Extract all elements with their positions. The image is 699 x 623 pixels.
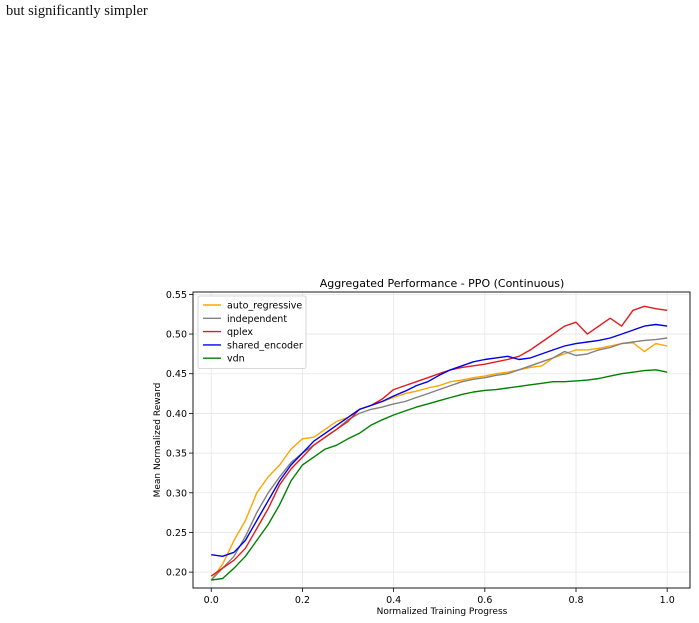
legend-entry: qplex <box>227 327 253 338</box>
chart-legend: auto_regressive independent qplex shared_en… <box>197 295 307 369</box>
y-tick-label: 0.40 <box>166 409 187 420</box>
series-line-qplex <box>210 305 668 577</box>
x-tick-label: 1.0 <box>660 595 675 606</box>
y-tick-label: 0.20 <box>166 568 187 579</box>
series-line-independent <box>210 337 668 581</box>
series-line-auto-regressive <box>210 342 668 581</box>
y-tick-label: 0.25 <box>166 528 187 539</box>
y-tick-label: 0.45 <box>166 369 187 380</box>
x-tick-label: 0.2 <box>295 595 310 606</box>
y-tick-label: 0.35 <box>166 449 187 460</box>
y-tick-label: 0.30 <box>166 488 187 499</box>
legend-entry: independent <box>227 314 287 325</box>
legend-box <box>197 295 307 369</box>
x-tick-label: 0.8 <box>568 595 583 606</box>
legend-entry: auto_regressive <box>227 301 302 312</box>
x-tick-label: 0.6 <box>477 595 492 606</box>
x-tick-label: 0.0 <box>204 595 219 606</box>
series-line-vdn <box>211 369 668 581</box>
legend-entry: vdn <box>227 354 245 365</box>
series-line-shared-encoder <box>211 323 668 557</box>
legend-entry: shared_encoder <box>227 340 303 351</box>
chart-title: Aggregated Performance - PPO (Continuous… <box>320 277 565 290</box>
y-tick-label: 0.50 <box>166 330 187 341</box>
plot-area-frame <box>192 291 691 589</box>
y-tick-label: 0.55 <box>166 290 187 301</box>
axis-ticks: 0.0 0.2 0.4 0.6 0.8 1.0 0.20 0.25 0.30 0.35 0.40 0.… <box>166 290 675 606</box>
x-tick-label: 0.4 <box>386 595 401 606</box>
page-text-fragment: but significantly simpler <box>6 3 148 19</box>
y-axis-label: Mean Normalized Reward <box>153 383 163 498</box>
series-lines <box>210 305 668 581</box>
x-axis-label: Normalized Training Progress <box>377 607 508 617</box>
